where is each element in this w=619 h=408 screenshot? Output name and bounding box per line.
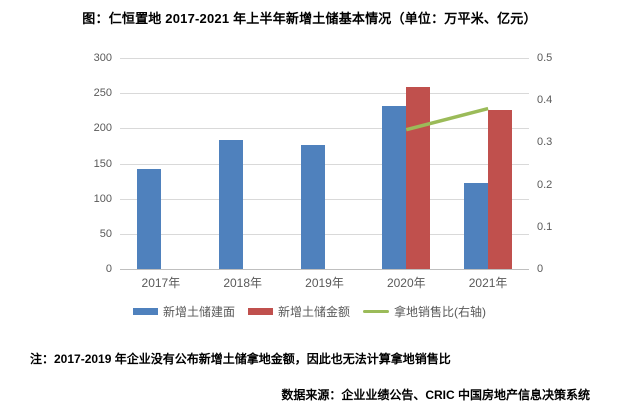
data-source: 数据来源：企业业绩公告、CRIC 中国房地产信息决策系统 bbox=[281, 388, 590, 402]
y-axis-tick-right: 0.5 bbox=[537, 52, 553, 64]
gridline bbox=[120, 93, 529, 95]
legend-bar-swatch bbox=[132, 308, 158, 315]
x-axis-line bbox=[120, 269, 529, 270]
y-axis-tick-left: 250 bbox=[93, 87, 112, 100]
footnote: 注：2017-2019 年企业没有公布新增土储拿地金额，因此也无法计算拿地销售比 bbox=[30, 352, 451, 366]
y-axis-tick-left: 100 bbox=[93, 192, 112, 205]
x-axis-label: 2020年 bbox=[386, 276, 426, 290]
chart-legend: 新增土储建面 新增土储金额 拿地销售比(右轴) bbox=[0, 303, 619, 320]
y-axis-tick-left: 50 bbox=[99, 227, 112, 240]
legend-label: 拿地销售比(右轴) bbox=[394, 305, 487, 319]
y-axis-tick-right: 0.3 bbox=[537, 136, 553, 149]
y-axis-tick-right: 0.1 bbox=[537, 220, 553, 233]
gridline bbox=[120, 58, 529, 59]
legend-bar-swatch bbox=[248, 308, 273, 315]
legend-line-swatch bbox=[363, 310, 390, 313]
y-axis-tick-right: 0.4 bbox=[537, 94, 553, 107]
gridline bbox=[120, 198, 529, 200]
legend-label: 新增土储建面 bbox=[162, 305, 235, 319]
y-axis-tick-left: 150 bbox=[93, 157, 112, 170]
bar-new-land-gfa-2017年 bbox=[136, 169, 161, 269]
legend-item-land-sales-ratio: 拿地销售比(右轴) bbox=[363, 303, 486, 320]
gridline bbox=[120, 233, 529, 235]
legend-label: 新增土储金额 bbox=[278, 305, 351, 319]
x-axis-label: 2019年 bbox=[305, 276, 344, 290]
gridline bbox=[120, 128, 529, 130]
chart-title: 图：仁恒置地 2017-2021 年上半年新增土储基本情况（单位：万平米、亿元） bbox=[82, 11, 537, 26]
x-axis-label: 2017年 bbox=[141, 276, 181, 290]
legend-item-new-land-amount: 新增土储金额 bbox=[248, 303, 350, 320]
bar-new-land-amount-2020年 bbox=[406, 86, 431, 269]
bar-new-land-gfa-2019年 bbox=[300, 144, 325, 269]
bar-new-land-amount-2021年 bbox=[488, 110, 513, 269]
y-axis-tick-left: 200 bbox=[93, 122, 112, 135]
bar-new-land-gfa-2020年 bbox=[382, 105, 407, 269]
bar-new-land-gfa-2018年 bbox=[218, 140, 243, 269]
y-axis-tick-left: 300 bbox=[93, 52, 112, 64]
gridline bbox=[120, 163, 529, 165]
y-axis-tick-left: 0 bbox=[105, 263, 112, 275]
legend-item-new-land-gfa: 新增土储建面 bbox=[132, 303, 235, 320]
x-axis-label: 2018年 bbox=[223, 276, 263, 290]
y-axis-tick-right: 0 bbox=[537, 263, 544, 275]
bar-new-land-gfa-2021年 bbox=[464, 182, 489, 269]
y-axis-tick-right: 0.2 bbox=[537, 178, 553, 191]
x-axis-label: 2021年 bbox=[468, 276, 508, 290]
